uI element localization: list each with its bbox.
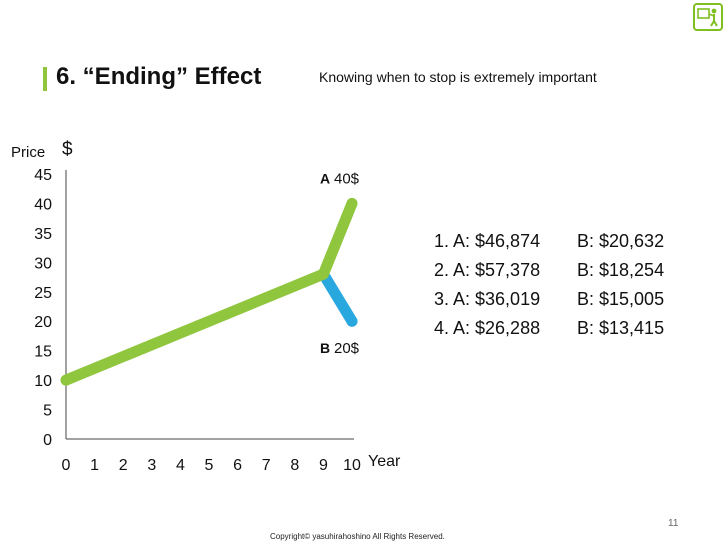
x-tick-label: 4 xyxy=(176,457,185,474)
data-point xyxy=(346,197,358,209)
y-tick-label: 25 xyxy=(34,285,52,302)
series-line-b xyxy=(317,268,358,327)
y-tick-label: 40 xyxy=(34,196,52,213)
page-number: 11 xyxy=(668,518,679,529)
y-tick-label: 35 xyxy=(34,226,52,243)
stats-list: 1. A: $46,874 B: $20,632 2. A: $57,378 B… xyxy=(434,227,664,343)
annotation-letter-a: A xyxy=(320,170,330,186)
copyright-notice: Copyright© yasuhirahoshino All Rights Re… xyxy=(270,532,445,541)
y-tick-label: 10 xyxy=(34,373,52,390)
x-tick-label: 8 xyxy=(290,457,299,474)
stat-b-value: B: $20,632 xyxy=(577,231,665,251)
y-axis-unit: $ xyxy=(62,139,73,160)
x-tick-label: 2 xyxy=(119,457,128,474)
data-point xyxy=(60,374,72,386)
x-tick-label: 3 xyxy=(147,457,156,474)
y-tick-label: 45 xyxy=(34,167,52,184)
stat-a-value: 2. A: $57,378 xyxy=(434,260,541,280)
y-axis-label: Price xyxy=(11,144,45,161)
stat-b-value: B: $18,254 xyxy=(577,260,665,280)
x-tick-label: 1 xyxy=(90,457,99,474)
title-bar: 6. “Ending” Effect Knowing when to stop … xyxy=(43,63,683,93)
x-tick-label: 10 xyxy=(343,457,361,474)
stat-row-3: 3. A: $36,019 B: $15,005 xyxy=(434,285,664,314)
annotation-letter-b: B xyxy=(320,340,330,356)
stat-b-value: B: $15,005 xyxy=(577,289,665,309)
y-tick-label: 5 xyxy=(43,403,52,420)
stat-a-value: 1. A: $46,874 xyxy=(434,231,541,251)
y-tick-label: 30 xyxy=(34,255,52,272)
y-tick-label: 0 xyxy=(43,432,52,449)
x-axis-label: Year xyxy=(368,453,401,470)
x-tick-label: 0 xyxy=(62,457,71,474)
stat-row-2: 2. A: $57,378 B: $18,254 xyxy=(434,256,664,285)
annotation-value-b: 20$ xyxy=(334,340,360,357)
stat-b-value: B: $13,415 xyxy=(577,318,665,338)
slide-title: 6. “Ending” Effect xyxy=(56,63,262,90)
annotation-value-a: 40$ xyxy=(334,170,360,187)
series-line-a xyxy=(60,197,358,386)
presenter-logo-icon xyxy=(693,3,723,31)
stat-row-1: 1. A: $46,874 B: $20,632 xyxy=(434,227,664,256)
stat-row-4: 4. A: $26,288 B: $13,415 xyxy=(434,314,664,343)
y-tick-label: 20 xyxy=(34,314,52,331)
title-accent-rule xyxy=(43,67,47,91)
stat-a-value: 3. A: $36,019 xyxy=(434,289,541,309)
data-point xyxy=(317,268,329,280)
x-tick-label: 9 xyxy=(319,457,328,474)
y-tick-label: 15 xyxy=(34,344,52,361)
x-tick-label: 6 xyxy=(233,457,242,474)
x-tick-label: 5 xyxy=(205,457,214,474)
stat-a-value: 4. A: $26,288 xyxy=(434,318,541,338)
slide-subtitle: Knowing when to stop is extremely import… xyxy=(319,69,597,85)
data-point xyxy=(346,315,358,327)
x-tick-label: 7 xyxy=(262,457,271,474)
